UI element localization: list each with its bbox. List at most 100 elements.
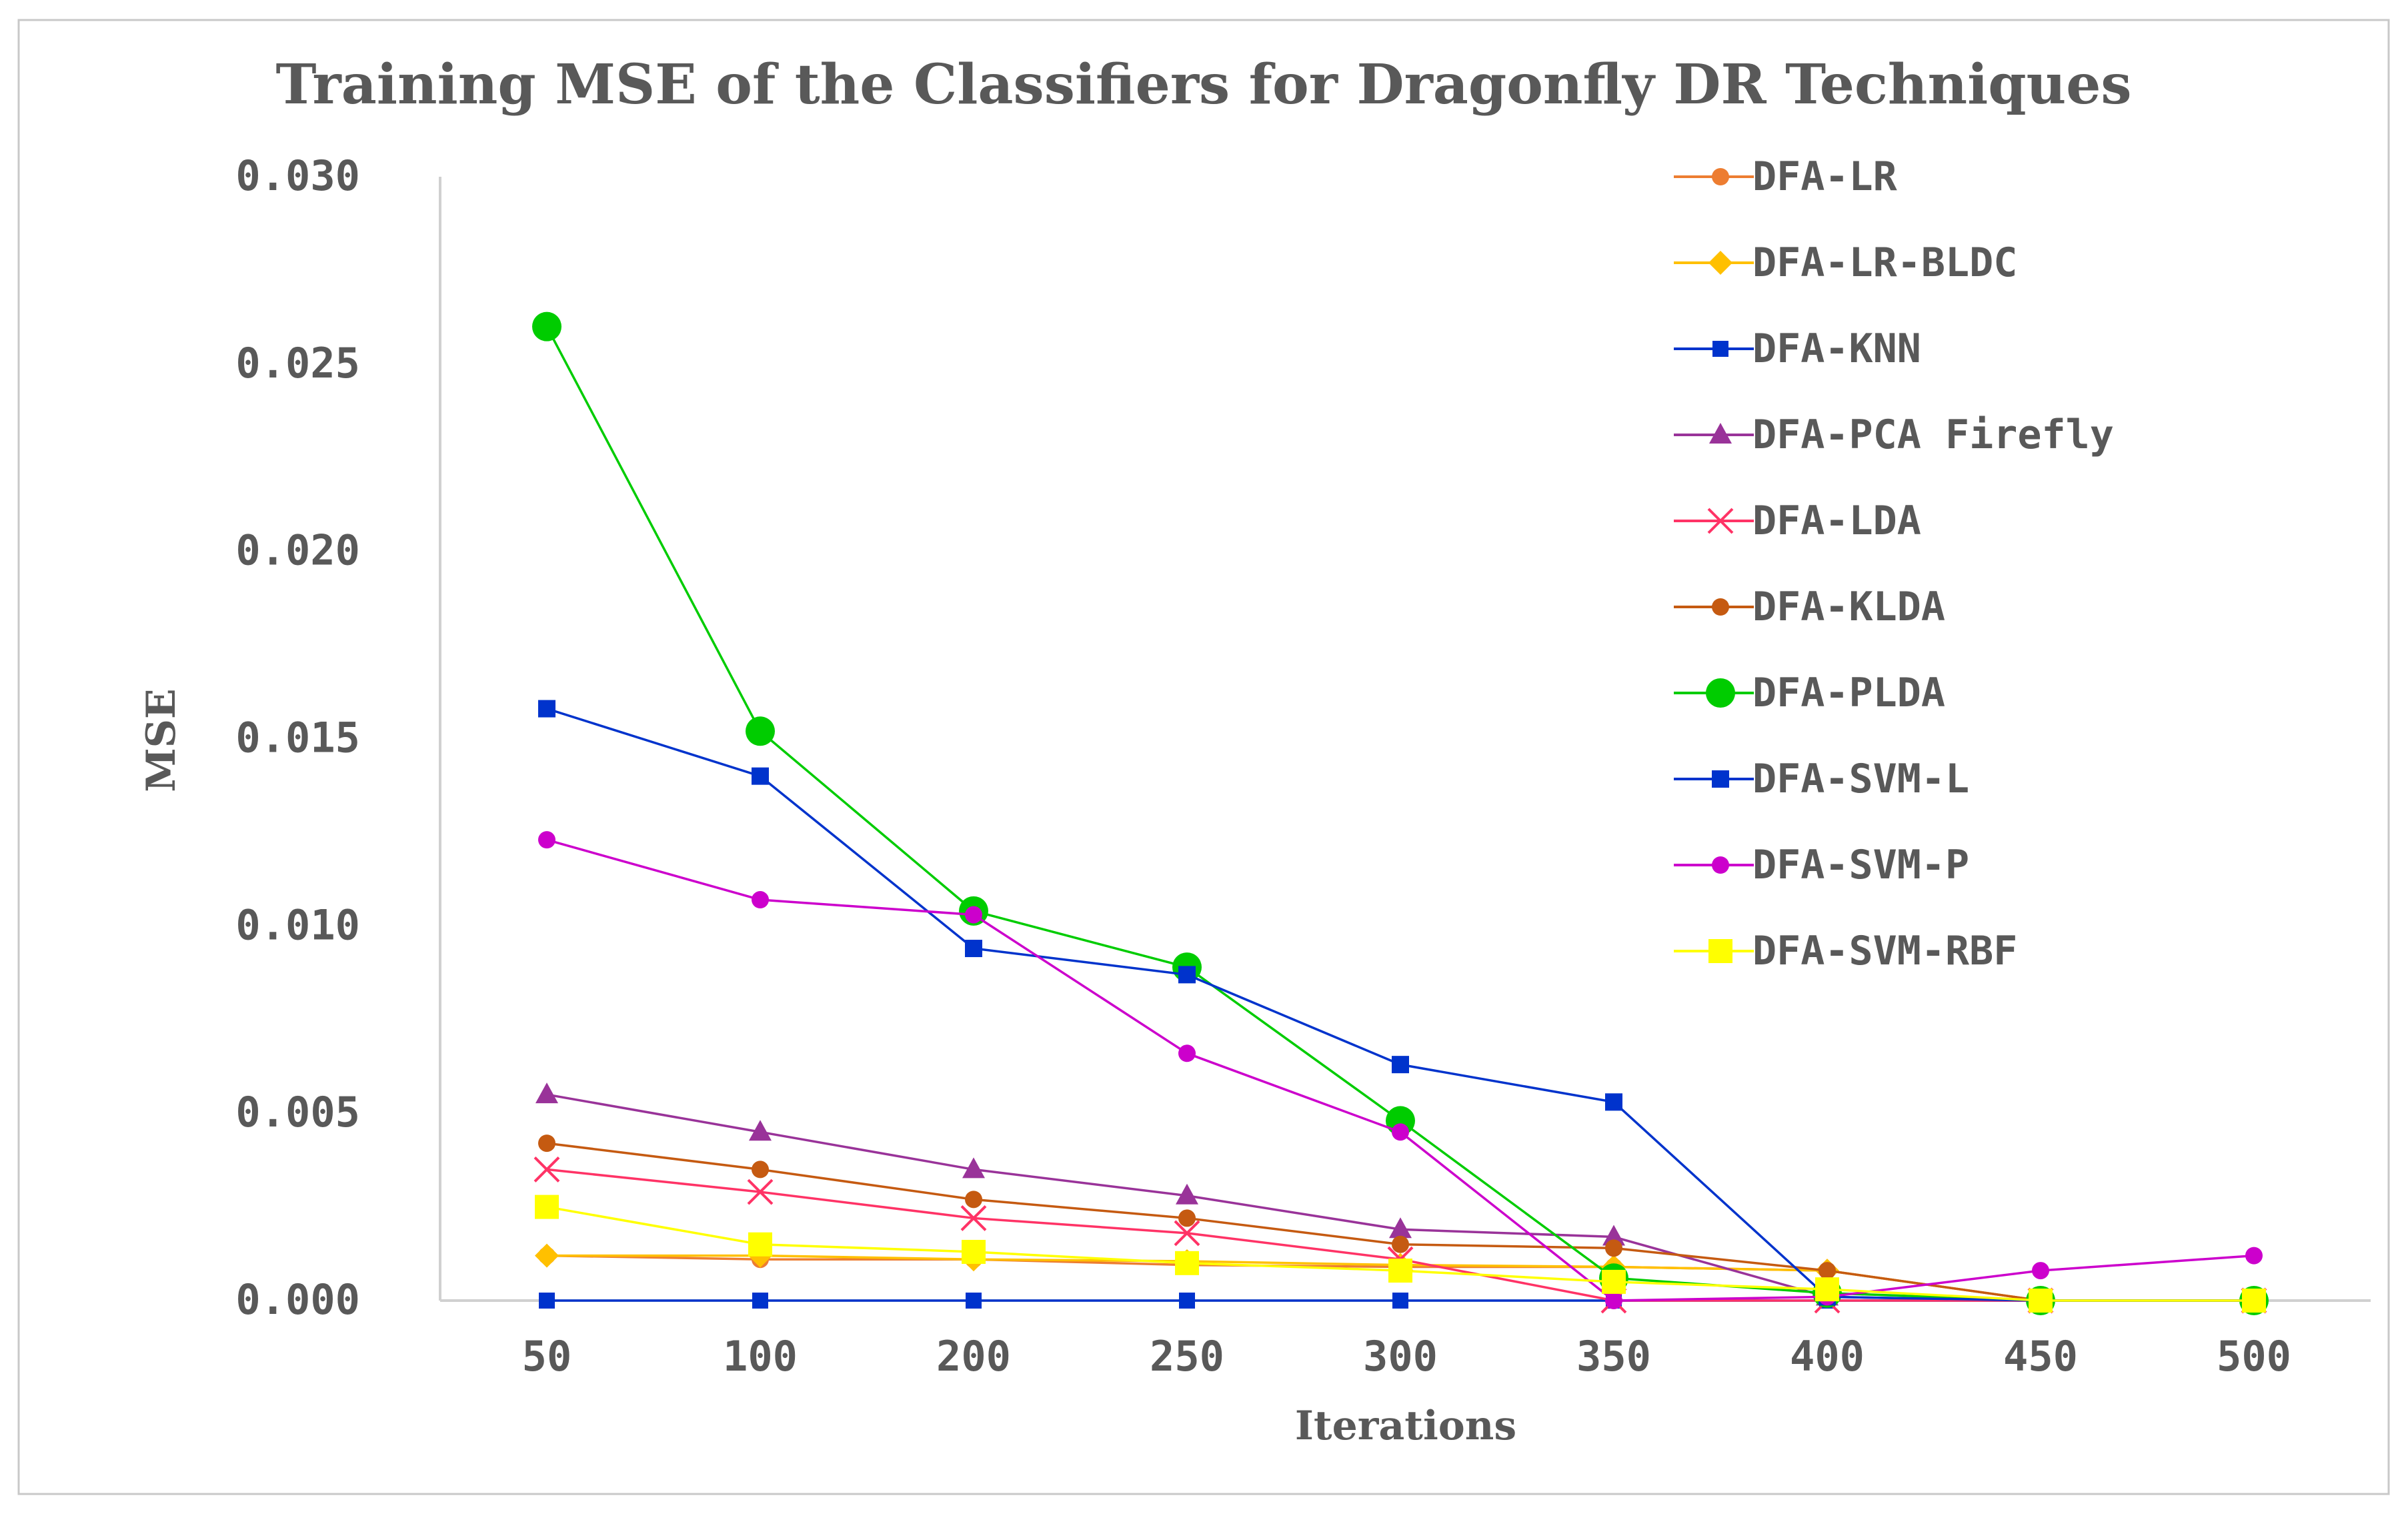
x-tick-label: 250 [1150, 1332, 1224, 1381]
data-point [965, 906, 982, 924]
data-point [1605, 1292, 1622, 1309]
y-tick-label: 0.010 [235, 900, 360, 949]
data-point [752, 891, 769, 909]
data-point [965, 1191, 982, 1209]
data-point [1602, 1225, 1625, 1246]
y-axis-title: MSE [138, 688, 185, 792]
data-point [1178, 1209, 1196, 1227]
legend-label: DFA-LR [1752, 153, 1898, 200]
legend-marker [1707, 508, 1734, 534]
data-point [539, 1293, 555, 1309]
legend-label: DFA-KLDA [1752, 584, 1945, 630]
legend-item: DFA-SVM-RBF [1674, 928, 2017, 974]
data-point [1392, 1235, 1409, 1253]
y-tick-label: 0.005 [235, 1088, 360, 1137]
x-tick-label: 100 [723, 1332, 798, 1381]
data-point [1176, 1183, 1198, 1205]
legend-item: DFA-KNN [1674, 325, 1921, 372]
data-point [1178, 966, 1196, 984]
x-axis-title: Iterations [1295, 1403, 1516, 1449]
data-point [533, 1157, 560, 1183]
x-tick-label: 450 [2003, 1332, 2078, 1381]
data-point [535, 1082, 558, 1104]
y-tick-label: 0.000 [235, 1275, 360, 1324]
legend-marker [1709, 423, 1732, 444]
data-point [1389, 1217, 1412, 1239]
data-point [1605, 1093, 1622, 1111]
x-tick-label: 200 [936, 1332, 1011, 1381]
data-point [966, 1293, 982, 1309]
legend-marker [1706, 678, 1735, 708]
legend-label: DFA-SVM-L [1752, 756, 1969, 802]
legend-item: DFA-PLDA [1674, 670, 1945, 716]
legend-label: DFA-KNN [1752, 325, 1921, 372]
x-tick-label: 350 [1576, 1332, 1651, 1381]
data-point [965, 940, 982, 958]
data-point [532, 311, 561, 341]
series-dfa-svm-rbf [535, 1195, 2266, 1313]
data-point [1388, 1259, 1412, 1283]
y-tick-label: 0.030 [235, 151, 360, 200]
data-point [747, 1179, 774, 1205]
x-tick-label: 400 [1790, 1332, 1865, 1381]
data-point [535, 1195, 559, 1219]
legend-item: DFA-LDA [1674, 498, 1921, 544]
data-point [749, 1120, 772, 1141]
data-point [538, 831, 555, 849]
y-tick-label: 0.025 [235, 339, 360, 388]
data-point [746, 716, 775, 746]
legend-marker [1712, 598, 1729, 616]
legend-marker [1708, 939, 1732, 963]
data-point [1815, 1277, 1839, 1302]
data-point [962, 1157, 985, 1179]
data-point [1602, 1269, 1626, 1294]
data-point [535, 1243, 559, 1268]
legend-label: DFA-PCA Firefly [1752, 412, 2114, 458]
legend-item: DFA-KLDA [1674, 584, 1945, 630]
legend-item: DFA-SVM-L [1674, 756, 1969, 802]
data-point [1179, 1293, 1195, 1309]
x-tick-label: 300 [1363, 1332, 1438, 1381]
data-point [2032, 1262, 2049, 1280]
x-tick-label: 50 [522, 1332, 572, 1381]
legend-label: DFA-PLDA [1752, 670, 1945, 716]
axes: 0.030 0.025 0.020 0.015 0.010 0.005 0.000 50 100… [235, 151, 2371, 1381]
data-point [752, 1293, 768, 1309]
legend-marker [1712, 168, 1729, 185]
chart-title: Training MSE of the Classifiers for Drag… [275, 53, 2131, 117]
chart-frame [17, 19, 2390, 1495]
data-point [1174, 1220, 1200, 1247]
data-point [1178, 1044, 1196, 1062]
data-point [748, 1232, 772, 1257]
data-point [1392, 1293, 1408, 1309]
data-point [538, 1134, 555, 1153]
legend-label: DFA-LDA [1752, 498, 1921, 544]
legend-label: DFA-SVM-RBF [1752, 928, 2017, 974]
data-point [2245, 1247, 2263, 1265]
series-layer [532, 311, 2269, 1315]
data-point [960, 1205, 987, 1231]
data-point [1392, 1056, 1409, 1074]
data-point [752, 767, 769, 785]
legend-marker [1708, 251, 1732, 275]
data-point [2242, 1289, 2266, 1313]
data-point [962, 1239, 986, 1264]
data-point [1819, 1262, 1836, 1280]
legend: DFA-LR DFA-LR-BLDC DFA-KNN DFA-PCA Firefly D… [1674, 153, 2114, 974]
legend-marker [1712, 770, 1729, 788]
x-tick-label: 500 [2217, 1332, 2291, 1381]
data-point [1175, 1251, 1199, 1275]
legend-marker [1712, 341, 1728, 357]
data-point [2029, 1289, 2053, 1313]
data-point [1605, 1239, 1622, 1257]
legend-item: DFA-SVM-P [1674, 842, 1969, 888]
legend-item: DFA-PCA Firefly [1674, 412, 2114, 458]
data-point [1392, 1123, 1409, 1141]
series-dfa-klda [538, 1134, 2263, 1309]
y-tick-label: 0.015 [235, 714, 360, 762]
legend-item: DFA-LR [1674, 153, 1898, 200]
legend-label: DFA-SVM-P [1752, 842, 1969, 888]
legend-item: DFA-LR-BLDC [1674, 239, 2017, 286]
